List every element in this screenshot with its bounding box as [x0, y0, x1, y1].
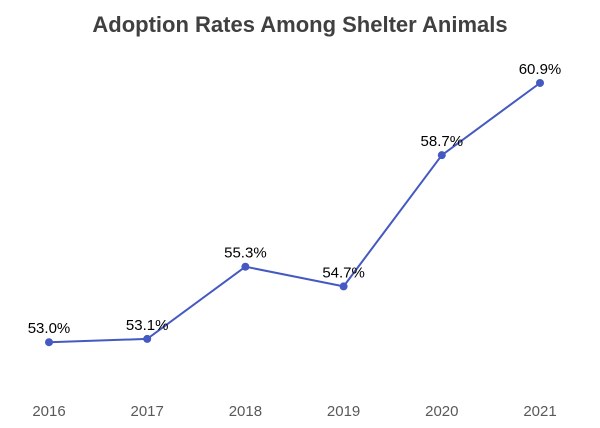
x-tick-label-2020: 2020	[425, 403, 458, 420]
x-tick-label-2021: 2021	[523, 403, 556, 420]
x-tick-label-2017: 2017	[131, 403, 164, 420]
series-layer	[48, 82, 541, 344]
marker-layer	[45, 78, 544, 347]
data-label-layer: 53.0% 53.1% 55.3% 54.7% 58.7% 60.9%	[28, 61, 562, 337]
data-point-2016	[45, 338, 53, 347]
x-axis-ticks: 2016 2017 2018 2019 2020 2021	[32, 403, 556, 420]
x-tick-label-2018: 2018	[229, 403, 262, 420]
x-tick-label-2016: 2016	[32, 403, 65, 420]
x-tick-label-2019: 2019	[327, 403, 360, 420]
data-label-2020: 58.7%	[421, 133, 464, 150]
data-point-2020	[437, 151, 446, 160]
data-point-2018	[241, 262, 250, 271]
data-point-2021	[536, 78, 544, 87]
series-line	[48, 82, 541, 344]
chart-title: Adoption Rates Among Shelter Animals	[92, 12, 508, 37]
data-label-2017: 53.1%	[126, 317, 169, 334]
data-label-2018: 55.3%	[224, 245, 267, 262]
data-point-2019	[339, 282, 348, 291]
data-label-2016: 53.0%	[28, 320, 71, 337]
data-label-2019: 54.7%	[322, 264, 365, 281]
data-point-2017	[143, 334, 152, 343]
data-label-2021: 60.9%	[519, 61, 562, 78]
